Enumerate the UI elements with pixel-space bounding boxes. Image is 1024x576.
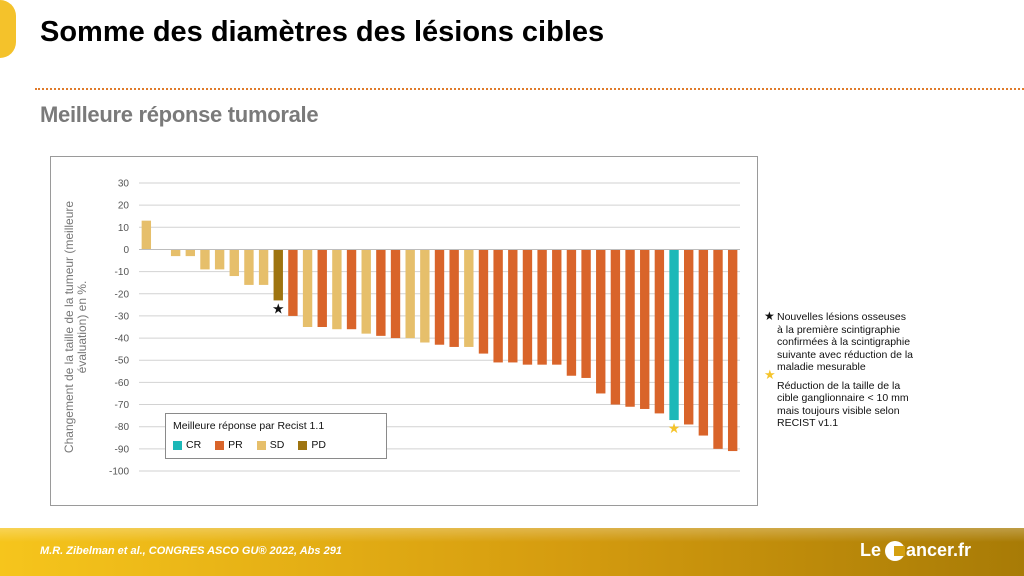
logo-c-icon [885, 540, 906, 561]
bar-pr [346, 249, 357, 330]
bar-pr [522, 249, 533, 365]
chart-notes: ★ Nouvelles lésions osseuses à la premiè… [764, 309, 914, 430]
bar-pr [552, 249, 562, 365]
citation: M.R. Zibelman et al., CONGRES ASCO GU® 2… [40, 545, 342, 557]
y-tick-label: -90 [115, 444, 130, 455]
bar-sd [185, 249, 195, 257]
y-tick-label: 10 [118, 223, 130, 234]
y-axis-label: Changement de la taille de la tumeur (me… [62, 201, 89, 453]
bar-pr [317, 249, 327, 327]
bar-pr [610, 249, 621, 405]
y-tick-label: 20 [118, 201, 130, 212]
y-tick-label: -10 [115, 267, 130, 278]
legend-items: CR PR SD PD [173, 439, 326, 451]
y-tick-label: -40 [115, 334, 130, 345]
logo-text-right: ancer.fr [906, 540, 972, 560]
bar-pr [478, 249, 489, 354]
footer-band: M.R. Zibelman et al., CONGRES ASCO GU® 2… [0, 528, 1024, 576]
legend-swatch-cr [173, 440, 182, 450]
bar-pr [713, 249, 723, 449]
yellow-star-marker: ★ [668, 421, 681, 437]
legend-swatch-pr [215, 440, 225, 450]
legend-item-pd: PD [298, 439, 326, 451]
legend-label-sd: SD [269, 439, 285, 451]
bar-pr [640, 249, 650, 409]
bar-sd [214, 249, 225, 270]
y-tick-label: -70 [115, 400, 130, 411]
bar-pr [508, 249, 518, 363]
black-star-icon: ★ [764, 309, 775, 323]
bar-pr [727, 249, 738, 452]
bar-pr [698, 249, 709, 436]
note-yellow-star-text: Réduction de la taille de la cible gangl… [777, 379, 909, 430]
y-tick-label: -60 [115, 378, 130, 389]
bar-pr [537, 249, 547, 365]
bar-pr [566, 249, 577, 376]
bar-sd [405, 249, 415, 339]
bar-sd [302, 249, 313, 327]
bar-sd [170, 249, 181, 257]
bar-sd [332, 249, 342, 330]
y-axis-label-line: Changement de la taille de la tumeur (me… [62, 201, 76, 453]
y-tick-label: -30 [115, 311, 130, 322]
bar-pr [449, 249, 459, 347]
y-tick-label: 30 [118, 179, 130, 190]
y-tick-label: 0 [123, 245, 129, 256]
bar-pr [434, 249, 445, 345]
legend-title: Meilleure réponse par Recist 1.1 [173, 420, 325, 432]
lecancer-logo: Le ancer.fr [860, 540, 971, 561]
bar-sd [258, 249, 269, 285]
bar-sd [244, 249, 254, 285]
bar-pr [684, 249, 694, 425]
bar-pr [288, 249, 298, 316]
bar-pd [273, 249, 283, 301]
chart-subtitle: Meilleure réponse tumorale [40, 102, 319, 127]
note-yellow-star: ★ Réduction de la taille de la cible gan… [764, 368, 914, 430]
bar-pr [625, 249, 635, 407]
y-tick-label: -50 [115, 356, 130, 367]
note-black-star-text: Nouvelles lésions osseuses à la première… [777, 311, 914, 373]
legend-item-pr: PR [215, 439, 243, 451]
corner-accent [0, 0, 16, 58]
note-black-star: ★ Nouvelles lésions osseuses à la premiè… [764, 309, 914, 374]
bar-sd [200, 249, 210, 270]
y-tick-label: -20 [115, 289, 130, 300]
bar-pr [376, 249, 386, 336]
bar-sd [229, 249, 239, 277]
legend-label-pd: PD [311, 439, 326, 451]
y-tick-label: -80 [115, 422, 130, 433]
bar-pr [390, 249, 401, 339]
logo-text-left: Le [860, 540, 882, 560]
bar-sd [361, 249, 371, 334]
chart-frame: 30 20 10 0 -10 -20 -30 -40 -50 -60 -70 -80 -90 -100 ★ ★… [50, 156, 758, 506]
slide-title: Somme des diamètres des lésions cibles [40, 16, 605, 48]
legend-label-pr: PR [228, 439, 243, 451]
legend-item-cr: CR [173, 439, 201, 451]
title-divider [35, 88, 1024, 90]
legend-swatch-sd [256, 440, 266, 450]
black-star-marker: ★ [272, 301, 285, 317]
y-tick-label: -100 [109, 467, 129, 478]
bar-pr [581, 249, 591, 378]
legend-label-cr: CR [186, 439, 202, 451]
bar-pr [493, 249, 503, 363]
bar-sd [141, 220, 152, 250]
chart-legend: Meilleure réponse par Recist 1.1 CR PR S… [165, 413, 387, 459]
bar-cr [669, 249, 679, 421]
legend-swatch-pd [298, 440, 308, 450]
bar-pr [654, 249, 665, 414]
y-axis-label-line: évaluation) en %. [75, 281, 89, 374]
bar-pr [596, 249, 606, 394]
bar-sd [464, 249, 474, 347]
waterfall-chart: 30 20 10 0 -10 -20 -30 -40 -50 -60 -70 -80 -90 -100 ★ ★… [62, 179, 740, 478]
bar-sd [420, 249, 430, 343]
yellow-star-icon: ★ [764, 366, 776, 382]
legend-item-sd: SD [256, 439, 285, 451]
